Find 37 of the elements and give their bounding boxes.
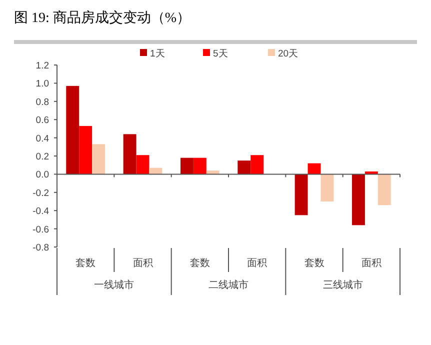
y-tick-label: 1.0 [36,78,49,90]
bar [320,174,334,202]
x-tick-label: 面积 [247,258,268,269]
y-tick-label: -0.2 [32,188,49,199]
bar [92,144,106,174]
text: 三线城市 [322,279,363,291]
bar [294,174,308,216]
bar [193,158,206,174]
y-tick-label: 0.8 [36,96,49,108]
bar [352,174,365,226]
y-tick-label: 0.0 [36,170,49,181]
y-tick-label: 0.2 [36,152,49,162]
chart-title: 图 19: 商品房成交变动（%） [14,10,191,26]
bar [238,160,251,174]
legend-label: 5天 [213,48,228,60]
y-tick-label: -0.8 [32,242,49,254]
y-tick-label: 1.2 [36,60,49,72]
bar [250,155,264,174]
bar [378,174,391,206]
bar [136,155,150,174]
bar [123,134,136,174]
y-tick-label: 0.4 [36,133,49,144]
x-tick-label: 套数 [190,257,210,269]
bar [79,126,92,174]
bar [66,86,80,174]
y-tick-label: -0.4 [32,206,49,218]
text: 二线城市 [208,279,248,291]
legend-label: 20天 [278,48,299,60]
x-tick-label: 套数 [76,257,96,269]
text: 一线城市 [94,279,134,291]
x-tick-label: 面积 [132,258,153,269]
y-tick-label: 0.6 [36,115,49,126]
x-tick-label: 套数 [304,257,324,269]
bar [180,158,194,174]
legend-label: 1天 [150,48,166,60]
y-tick-label: -0.6 [32,224,49,236]
x-tick-label: 面积 [361,258,382,269]
